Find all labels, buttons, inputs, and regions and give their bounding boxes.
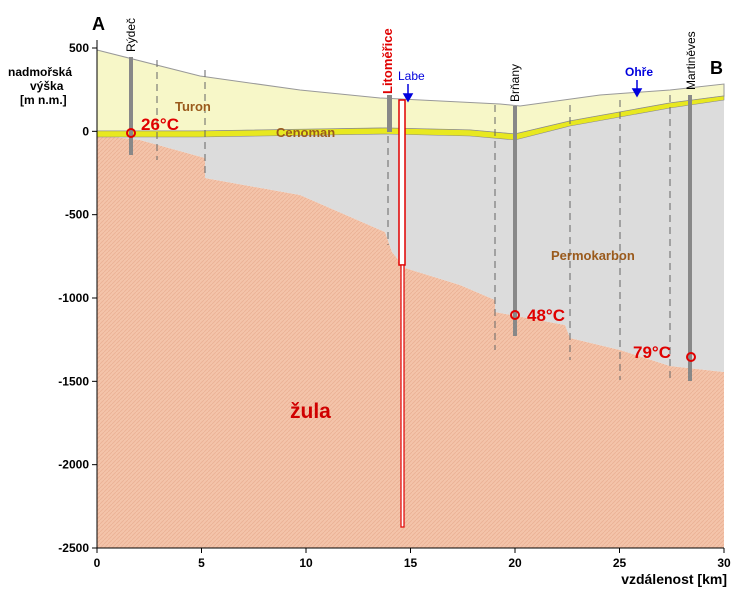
well-litomerice-deep [400, 264, 405, 528]
y-tick-label: 500 [69, 41, 89, 55]
well-brnany [513, 106, 517, 336]
temperature: 26°C [141, 115, 179, 134]
y-tick-label: -1000 [58, 291, 89, 305]
y-tick-label: -500 [65, 208, 89, 222]
river-arrows [402, 80, 643, 103]
layer-label: Cenoman [276, 125, 335, 140]
well-label: Martiněves [684, 31, 698, 90]
x-tick-label: 15 [404, 556, 418, 570]
well-label: Rýdeč [124, 18, 138, 52]
well-bar [387, 95, 392, 132]
faults [156, 60, 671, 380]
corner-a: A [92, 14, 105, 34]
cenoman [96, 95, 725, 141]
temp-points [126, 128, 696, 362]
y-label: nadmořská [8, 65, 72, 79]
granite [97, 135, 724, 548]
x-label: vzdálenost [km] [621, 571, 727, 587]
y-tick-label: 0 [82, 124, 89, 138]
corner-b: B [710, 58, 723, 78]
layer-label: Permokarbon [551, 248, 635, 263]
river-label: Ohře [625, 65, 653, 79]
y-label: výška [30, 79, 64, 93]
y-tick-label: -1500 [58, 374, 89, 388]
y-tick-label: -2000 [58, 458, 89, 472]
well-label: Brňany [508, 64, 522, 102]
x-tick-label: 0 [94, 556, 101, 570]
well-label: Litoměřice [380, 28, 395, 94]
well-litomerice [398, 99, 406, 266]
temperature: 79°C [633, 343, 671, 362]
y-label: [m n.m.] [20, 93, 67, 107]
x-tick-label: 10 [299, 556, 313, 570]
x-tick-label: 20 [508, 556, 522, 570]
x-tick-label: 30 [717, 556, 731, 570]
layer-label: žula [290, 400, 331, 423]
temperature: 48°C [527, 306, 565, 325]
well-rydec [129, 57, 133, 155]
river-label: Labe [398, 69, 425, 83]
well-martineves [688, 95, 692, 381]
y-tick-label: -2500 [58, 541, 89, 555]
x-tick-label: 25 [613, 556, 627, 570]
layer-label: Turon [175, 99, 211, 114]
x-tick-label: 5 [198, 556, 205, 570]
permokarbon [97, 100, 724, 372]
